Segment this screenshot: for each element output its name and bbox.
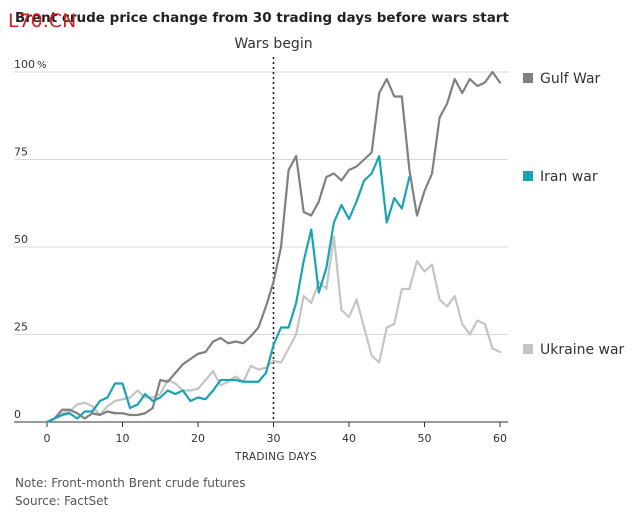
y-tick-label: 100% [14, 58, 47, 71]
wars-begin-annotation: Wars begin [234, 36, 313, 422]
y-tick-label: 75 [14, 146, 28, 159]
gridlines [14, 71, 508, 423]
x-tick-label: 50 [418, 432, 432, 445]
watermark-logo: L70.CN [8, 10, 76, 32]
legend-swatch-ukraine-war [523, 344, 533, 354]
x-tick-label: 60 [493, 432, 507, 445]
x-tick-label: 0 [44, 432, 51, 445]
x-tick-label: 40 [342, 432, 356, 445]
legend-label-iran-war: Iran war [540, 169, 598, 185]
x-tick-label: 10 [116, 432, 130, 445]
series-line-ukraine-war [45, 235, 502, 424]
legend-label-gulf-war: Gulf War [540, 71, 601, 87]
x-axis-label: TRADING DAYS [234, 451, 317, 463]
series-line-gulf-war [45, 70, 502, 424]
series-line-iran-war [45, 154, 411, 424]
x-tick-label: 30 [267, 432, 281, 445]
x-axis: 0 10 20 30 40 50 60 [44, 422, 507, 445]
legend-swatch-iran-war [523, 171, 533, 181]
y-tick-label: 0 [14, 408, 21, 421]
chart-title: Brent crude price change from 30 trading… [15, 10, 509, 26]
series-lines [45, 70, 502, 424]
y-tick-label: 25 [14, 321, 28, 334]
legend-swatch-gulf-war [523, 73, 533, 83]
x-tick-label: 20 [191, 432, 205, 445]
legend-label-ukraine-war: Ukraine war [540, 342, 625, 358]
y-tick-label: 50 [14, 233, 28, 246]
legend: Gulf War Iran war Ukraine war [523, 71, 625, 358]
chart-source: Source: FactSet [15, 494, 109, 508]
y-axis-ticks: 0 25 50 75 100% [14, 58, 47, 421]
wars-begin-label: Wars begin [234, 36, 312, 52]
chart-note: Note: Front-month Brent crude futures [15, 476, 246, 490]
